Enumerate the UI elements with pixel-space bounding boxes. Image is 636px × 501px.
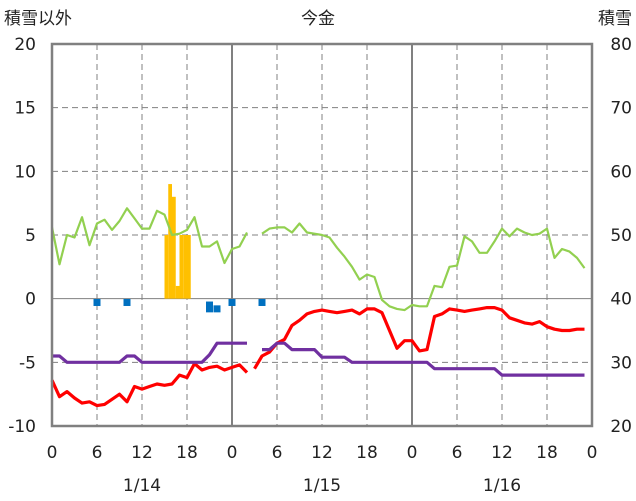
- snowfall-bars: [164, 184, 191, 299]
- right-tick-label: 20: [610, 417, 632, 437]
- x-tick-label: 12: [311, 443, 333, 463]
- x-tick-label: 6: [272, 443, 283, 463]
- left-tick-label: -5: [19, 353, 36, 373]
- x-tick-label: 18: [176, 443, 198, 463]
- snowfall-bar: [172, 196, 176, 299]
- right-tick-label: 60: [610, 162, 632, 182]
- x-tick-label: 0: [587, 443, 598, 463]
- chart-title: 今金: [301, 9, 335, 29]
- left-tick-label: -10: [8, 417, 36, 437]
- x-tick-label: 18: [356, 443, 378, 463]
- precipitation-markers: [93, 298, 266, 313]
- precip-marker: [206, 305, 213, 313]
- snowfall-bar: [164, 235, 169, 299]
- left-tick-label: 15: [14, 99, 36, 119]
- series-lines: [50, 207, 586, 408]
- date-label: 1/15: [303, 476, 341, 496]
- left-axis-label: 積雪以外: [4, 9, 72, 29]
- x-tick-label: 18: [536, 443, 558, 463]
- right-tick-label: 80: [610, 35, 632, 55]
- precip-marker: [93, 298, 101, 306]
- precip-marker: [258, 298, 266, 306]
- precip-marker: [206, 301, 213, 309]
- x-tick-label: 6: [452, 443, 463, 463]
- precip-marker: [123, 298, 131, 306]
- left-tick-label: 0: [25, 290, 36, 310]
- green-series-line: [50, 207, 248, 266]
- date-label: 1/14: [123, 476, 161, 496]
- x-tick-label: 0: [227, 443, 238, 463]
- snowfall-bar: [187, 235, 191, 299]
- date-label: 1/16: [483, 476, 521, 496]
- right-tick-label: 30: [610, 353, 632, 373]
- x-tick-label: 12: [491, 443, 513, 463]
- green-series-line: [261, 222, 586, 312]
- snowfall-bar: [168, 184, 172, 299]
- snowfall-bar: [183, 235, 187, 299]
- left-tick-label: 20: [14, 35, 36, 55]
- right-tick-label: 40: [610, 290, 632, 310]
- precip-marker: [213, 305, 221, 313]
- snowfall-bar: [175, 285, 180, 299]
- plot-frame: [50, 42, 594, 428]
- purple-series-line: [262, 341, 585, 377]
- red-series-line: [50, 362, 249, 408]
- right-tick-label: 70: [610, 99, 632, 119]
- right-tick-label: 50: [610, 226, 632, 246]
- snowfall-bar: [179, 235, 184, 299]
- precip-marker: [228, 298, 236, 306]
- purple-series-line: [52, 341, 247, 364]
- left-tick-label: 10: [14, 162, 36, 182]
- x-tick-label: 6: [92, 443, 103, 463]
- x-tick-label: 0: [47, 443, 58, 463]
- right-axis-label: 積雪: [598, 9, 632, 29]
- red-series-line: [253, 306, 585, 370]
- x-tick-label: 12: [131, 443, 153, 463]
- x-tick-label: 0: [407, 443, 418, 463]
- left-tick-label: 5: [25, 226, 36, 246]
